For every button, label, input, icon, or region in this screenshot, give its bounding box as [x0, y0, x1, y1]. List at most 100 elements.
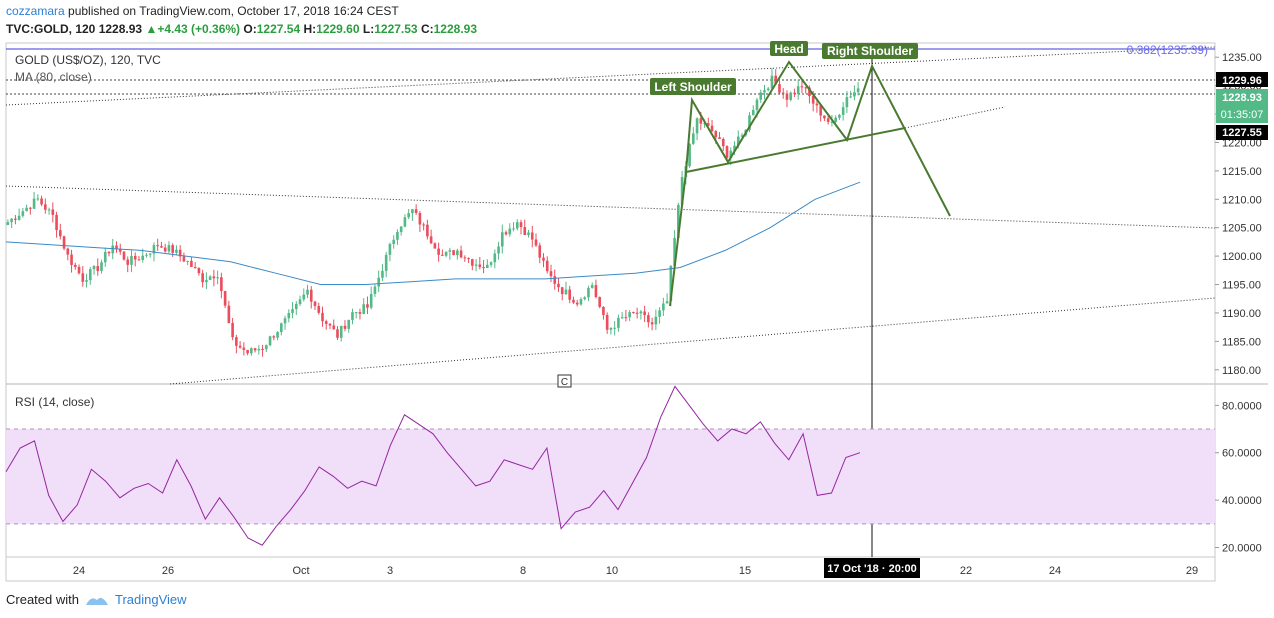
candle-body — [25, 207, 28, 212]
candle-body — [838, 114, 841, 118]
candle-body — [73, 264, 77, 267]
candle-body — [294, 303, 298, 310]
candle-body — [703, 123, 706, 125]
candle-body — [530, 232, 534, 240]
publish-text: published on TradingView.com, October 17… — [68, 4, 399, 18]
time-axis[interactable]: 24 26 Oct 3 8 10 15 17 Oct '18 · 20:00 22 24 29 — [73, 558, 1198, 578]
candle-body — [377, 277, 380, 287]
candle-body — [85, 280, 88, 282]
high-label: H: — [303, 22, 317, 36]
candle-body — [29, 207, 32, 209]
neckline-extension[interactable] — [904, 106, 1006, 129]
c-marker-box[interactable] — [557, 374, 572, 388]
candle-body — [527, 232, 530, 236]
candle-body — [486, 264, 489, 268]
price-pane[interactable]: Left Shoulder Head Right Shoulder 0.382(… — [5, 41, 1216, 557]
price-tick-label: 1185.00 — [1222, 336, 1261, 348]
high-price-tag-bg — [1216, 72, 1268, 87]
candle-body — [313, 301, 317, 307]
candle-body — [160, 246, 163, 248]
candle-body — [381, 270, 384, 278]
rsi-pane[interactable]: RSI (14, close) — [5, 385, 1215, 546]
time-tick-label: 26 — [162, 565, 174, 577]
candle-body — [126, 259, 130, 265]
created-with-text: Created with — [6, 592, 79, 607]
head-label-bg — [770, 41, 808, 56]
candle-body — [613, 327, 616, 329]
candle-body — [276, 332, 279, 338]
high-value: 1229.60 — [316, 22, 360, 36]
candle-body — [257, 349, 261, 351]
candle-body — [444, 251, 448, 256]
candle-body — [841, 107, 845, 115]
up-arrow-icon: ▲ — [145, 22, 158, 36]
candle-body — [624, 317, 628, 319]
candle-body — [253, 348, 257, 351]
ma-line[interactable] — [5, 181, 861, 285]
candle-body — [733, 145, 736, 151]
price-tick-label: 1180.00 — [1222, 365, 1261, 377]
candle-body — [452, 250, 455, 256]
candle-body — [482, 267, 485, 269]
candle-body — [223, 291, 227, 306]
candle-body — [609, 327, 613, 330]
candle-body — [459, 250, 463, 258]
candle-body — [392, 239, 395, 244]
candle-body — [291, 309, 294, 313]
top-trend-line[interactable] — [5, 46, 1216, 106]
right-shoulder-label-bg — [822, 43, 918, 59]
candle-body — [471, 259, 474, 266]
candle-body — [639, 311, 643, 314]
price-tick-label: 1205.00 — [1222, 223, 1262, 235]
candle-body — [351, 312, 354, 320]
candle-body — [10, 218, 13, 223]
candle-body — [654, 316, 658, 325]
candle-body — [542, 257, 545, 261]
last-price-tag: 1228.93 — [1222, 92, 1262, 104]
lower-channel-line[interactable] — [169, 297, 1216, 385]
candle-body — [246, 349, 249, 354]
candle-body — [235, 337, 238, 346]
head-shoulders-pattern[interactable] — [669, 60, 951, 307]
candle-body — [111, 245, 115, 254]
candle-body — [167, 245, 171, 252]
time-tick-label: 24 — [1049, 565, 1061, 577]
candle-body — [714, 131, 718, 138]
upper-channel-line[interactable] — [5, 185, 1216, 229]
candle-body — [238, 345, 242, 348]
candle-body — [557, 283, 560, 288]
brand-link[interactable]: TradingView — [114, 592, 187, 607]
candle-body — [834, 117, 837, 122]
rsi-line[interactable] — [5, 385, 861, 546]
candle-body — [332, 325, 336, 330]
countdown-tag: 01:35:07 — [1221, 109, 1264, 121]
price-tick-label: 1210.00 — [1222, 194, 1262, 206]
candle-body — [17, 215, 21, 220]
author-link[interactable]: cozzamara — [6, 4, 65, 18]
tradingview-logo-icon[interactable] — [85, 593, 109, 607]
candle-body — [59, 230, 62, 237]
candle-body — [62, 236, 66, 249]
candle-body — [590, 285, 594, 288]
candle-body — [463, 257, 467, 259]
candle-body — [133, 255, 137, 260]
candle-body — [677, 204, 680, 238]
candle-body — [515, 222, 519, 229]
candle-body — [107, 251, 111, 254]
price-tick-label: 1190.00 — [1222, 308, 1261, 320]
candle-body — [770, 75, 774, 89]
candle-body — [373, 286, 377, 294]
candle-body — [343, 325, 347, 329]
pattern-zigzag — [669, 60, 951, 307]
rsi-axis[interactable]: 20.0000 40.0000 60.0000 80.0000 — [1215, 400, 1262, 555]
candle-body — [710, 125, 714, 132]
candle-body — [403, 217, 407, 227]
candle-body — [448, 250, 452, 252]
right-shoulder-label: Right Shoulder — [827, 44, 913, 58]
rsi-tick-label: 20.0000 — [1222, 543, 1262, 555]
candle-body — [789, 92, 793, 100]
candle-body — [152, 245, 156, 254]
price-tags: 1229.96 1228.93 01:35:07 1227.55 — [1216, 72, 1268, 140]
candle-body — [298, 299, 302, 304]
